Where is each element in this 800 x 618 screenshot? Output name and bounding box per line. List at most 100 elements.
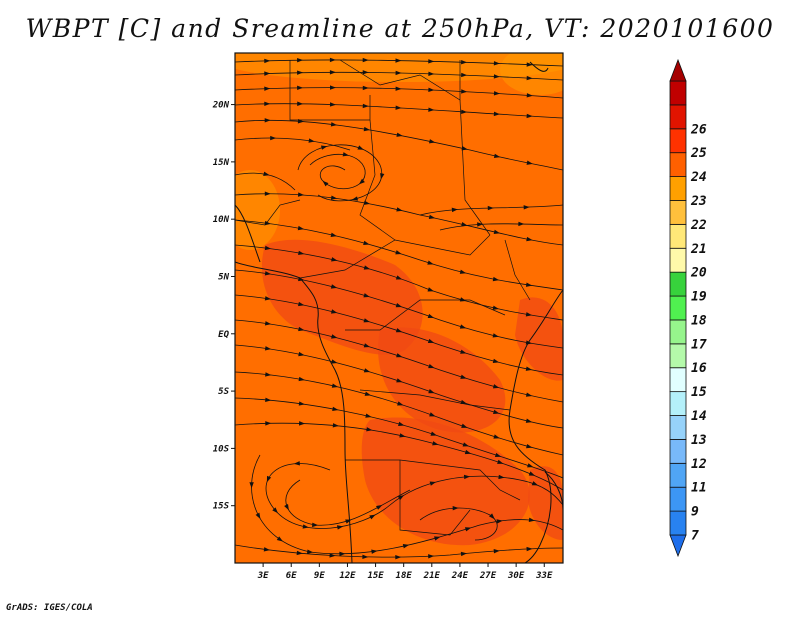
lat-tick-label: 15N bbox=[213, 158, 230, 168]
streamline bbox=[235, 87, 563, 99]
streamline-arrowhead bbox=[363, 126, 370, 132]
colorbar-label: 26 bbox=[690, 122, 707, 137]
streamline-arrowhead bbox=[460, 374, 467, 379]
colorbar-label: 9 bbox=[691, 505, 699, 520]
colorbar-label: 13 bbox=[691, 433, 707, 448]
cool-patch bbox=[235, 170, 280, 250]
streamline-arrowhead bbox=[264, 346, 272, 351]
streamline-arrowhead bbox=[463, 474, 471, 480]
streamline-arrowhead bbox=[461, 146, 468, 151]
country-borders bbox=[235, 59, 531, 536]
streamline-arrowhead bbox=[427, 338, 435, 344]
streamline-arrowhead bbox=[429, 412, 436, 417]
streamline-arrowhead bbox=[460, 349, 467, 354]
streamline-arrowhead bbox=[362, 554, 369, 560]
streamline-arrowhead bbox=[363, 240, 370, 245]
streamline-arrowhead bbox=[395, 328, 403, 333]
streamline-arrowhead bbox=[461, 222, 468, 227]
streamline bbox=[251, 454, 563, 555]
anticyclonic-swirl bbox=[419, 507, 498, 541]
streamline-arrowhead bbox=[363, 293, 370, 298]
colorbar-label: 21 bbox=[690, 242, 707, 257]
streamline-arrowhead bbox=[320, 145, 328, 150]
streamline-arrowhead bbox=[298, 250, 305, 256]
streamline-arrowhead bbox=[298, 376, 305, 382]
streamline-arrowheads bbox=[249, 57, 539, 560]
lat-tick-label: 20N bbox=[212, 101, 230, 111]
streamline-arrowhead bbox=[342, 152, 349, 157]
streamline-arrowhead bbox=[330, 309, 338, 314]
colorbar-segment bbox=[669, 343, 687, 369]
streamline-arrowhead bbox=[297, 192, 305, 197]
streamline-arrowhead bbox=[428, 363, 435, 369]
streamline-arrowhead bbox=[284, 503, 289, 511]
streamline bbox=[235, 422, 563, 491]
streamline-arrowhead bbox=[526, 75, 533, 81]
country-border bbox=[345, 459, 521, 501]
streamline-arrowhead bbox=[528, 517, 535, 523]
colorbar: 7 9 11 12 13 14 15 16 17 18 19 20 21 22 23 24 25 26 bbox=[669, 58, 707, 558]
lon-tick-label: 21E bbox=[423, 571, 441, 581]
streamline-arrowhead bbox=[434, 536, 441, 541]
colorbar-segment bbox=[669, 247, 687, 273]
streamline-arrowhead bbox=[299, 421, 306, 426]
streamline-arrowhead bbox=[460, 551, 467, 557]
colorbar-segment bbox=[669, 176, 687, 201]
streamline-arrowhead bbox=[459, 297, 467, 302]
streamline-arrowhead bbox=[428, 59, 435, 64]
streamline-arrowhead bbox=[526, 113, 533, 119]
streamline bbox=[439, 223, 563, 231]
streamline-arrowhead bbox=[432, 441, 439, 446]
streamline-arrowhead bbox=[298, 351, 305, 357]
streamline-arrowhead bbox=[276, 536, 284, 542]
colorbar-segment bbox=[669, 152, 687, 177]
streamline-arrowhead bbox=[493, 111, 500, 117]
streamline-arrowhead bbox=[428, 107, 435, 112]
streamline-arrowhead bbox=[362, 70, 369, 75]
streamline-arrowhead bbox=[395, 554, 402, 560]
streamline-arrowhead bbox=[487, 205, 494, 211]
streamline-arrowhead bbox=[264, 118, 271, 123]
streamline-arrowhead bbox=[358, 178, 365, 185]
country-border bbox=[345, 299, 506, 331]
streamline-arrowhead bbox=[461, 72, 468, 78]
coastline bbox=[235, 204, 261, 263]
streamline-arrowhead bbox=[264, 58, 271, 64]
streamline-arrowhead bbox=[365, 413, 372, 418]
streamline-arrowhead bbox=[493, 548, 500, 554]
streamline-arrowhead bbox=[396, 378, 403, 383]
streamline-arrowhead bbox=[526, 160, 533, 165]
streamline-arrowhead bbox=[265, 372, 272, 377]
colorbar-label: 16 bbox=[691, 361, 707, 376]
streamline-arrowhead bbox=[525, 392, 533, 397]
streamline-arrowhead bbox=[332, 406, 339, 412]
colorbar-segment bbox=[669, 486, 687, 512]
streamline-arrowhead bbox=[493, 409, 500, 414]
lon-tick-label: 27E bbox=[479, 571, 497, 581]
streamline-arrowhead bbox=[461, 423, 468, 428]
streamline-arrowhead bbox=[492, 305, 499, 310]
colorbar-label: 22 bbox=[690, 218, 707, 233]
streamline-arrowhead bbox=[264, 245, 272, 251]
streamline-arrowhead bbox=[264, 220, 271, 226]
colorbar-segment bbox=[669, 510, 687, 536]
streamline-arrowhead bbox=[371, 549, 378, 554]
streamline-arrowhead bbox=[526, 62, 533, 67]
colorbar-under-triangle bbox=[669, 534, 687, 558]
streamline-arrowhead bbox=[263, 547, 270, 552]
country-border bbox=[235, 199, 301, 226]
colorbar-segment bbox=[669, 462, 687, 488]
longitude-axis: 3E 6E 9E 12E 15E 18E 21E 24E 27E 30E 33E bbox=[257, 563, 553, 581]
streamline-arrowhead bbox=[264, 271, 272, 276]
streamline-arrowhead bbox=[357, 145, 364, 150]
colorbar-segment bbox=[669, 128, 687, 154]
streamline-arrowhead bbox=[312, 522, 319, 528]
lon-tick-label: 6E bbox=[286, 571, 297, 581]
colorbar-label: 25 bbox=[690, 146, 707, 161]
streamline-arrowhead bbox=[329, 70, 336, 75]
streamline-arrowhead bbox=[525, 366, 533, 371]
latitude-axis: 20N 15N 10N 5N EQ 5S 10S 15S bbox=[212, 101, 235, 512]
colorbar-segment bbox=[669, 271, 687, 297]
country-border bbox=[399, 460, 471, 536]
